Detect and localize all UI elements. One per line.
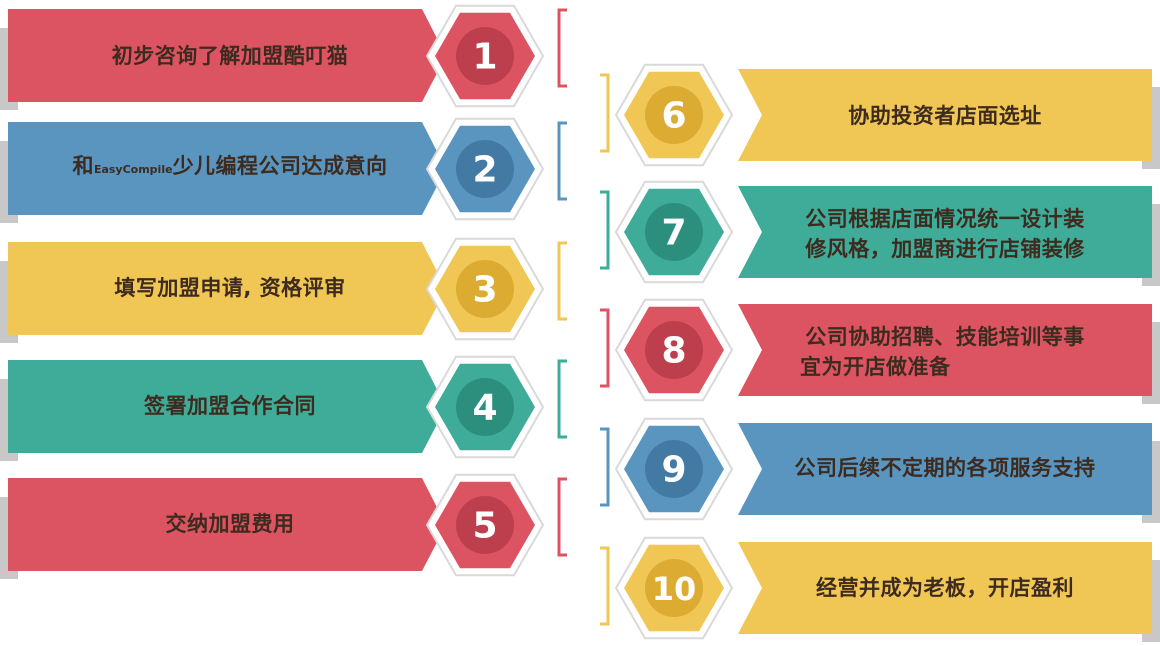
step-4-bracket xyxy=(557,359,567,439)
step-4-ribbon xyxy=(8,360,446,453)
step-9-label: 公司后续不定期的各项服务支持 xyxy=(745,446,1145,490)
step-7-text-line1: 公司根据店面情况统一设计装 xyxy=(805,207,1085,231)
step-7-label: 公司根据店面情况统一设计装 修风格，加盟商进行店铺装修 xyxy=(745,200,1145,268)
step-6-label: 协助投资者店面选址 xyxy=(745,94,1145,138)
step-9-badge xyxy=(645,440,703,498)
step-2-bracket xyxy=(557,121,567,201)
step-1-number: 1 xyxy=(472,37,497,78)
step-10-text: 经营并成为老板，开店盈利 xyxy=(816,576,1074,600)
step-10-bracket xyxy=(600,546,610,626)
step-5-label: 交纳加盟费用 xyxy=(10,502,450,546)
step-9-text: 公司后续不定期的各项服务支持 xyxy=(794,456,1096,480)
step-3-badge xyxy=(456,260,514,318)
step-6-text: 协助投资者店面选址 xyxy=(848,104,1042,128)
step-3-bracket xyxy=(557,241,567,321)
step-7-text-line2: 修风格，加盟商进行店铺装修 xyxy=(805,237,1085,261)
step-9-ribbon xyxy=(738,423,1152,515)
step-6-ribbon xyxy=(738,69,1152,161)
step-9-bracket xyxy=(600,427,610,507)
step-1-label: 初步咨询了解加盟酷叮猫 xyxy=(10,34,450,78)
step-3-label: 填写加盟申请, 资格评审 xyxy=(10,266,450,310)
step-1-ribbon xyxy=(8,9,446,102)
step-8-number: 8 xyxy=(661,331,686,372)
step-8-text-line1: 公司协助招聘、技能培训等事 xyxy=(805,325,1085,349)
step-4-number: 4 xyxy=(472,388,497,429)
step-10-label: 经营并成为老板，开店盈利 xyxy=(745,566,1145,610)
step-6-number: 6 xyxy=(661,96,686,137)
step-1-badge xyxy=(456,27,514,85)
step-5-ribbon xyxy=(8,478,446,571)
step-6-badge xyxy=(645,86,703,144)
step-3-number: 3 xyxy=(472,270,497,311)
step-8-ribbon xyxy=(738,304,1152,396)
step-5-text: 交纳加盟费用 xyxy=(165,512,295,536)
step-2-number: 2 xyxy=(472,150,497,191)
step-2-label: 和EasyCompile少儿编程公司达成意向 xyxy=(10,146,450,190)
step-4-text: 签署加盟合作合同 xyxy=(144,394,316,418)
step-8-bracket xyxy=(600,308,610,388)
step-3-ribbon xyxy=(8,242,446,335)
step-9-number: 9 xyxy=(661,450,686,491)
brand-name: EasyCompile xyxy=(93,163,173,176)
step-5-badge xyxy=(456,496,514,554)
step-3-text: 填写加盟申请, 资格评审 xyxy=(114,276,346,300)
step-8-label: 公司协助招聘、技能培训等事 宜为开店做准备 xyxy=(745,318,1145,386)
step-2-ribbon xyxy=(8,122,446,215)
step-1-text: 初步咨询了解加盟酷叮猫 xyxy=(111,44,349,68)
step-1-bracket xyxy=(557,8,567,88)
step-10-ribbon xyxy=(738,542,1152,634)
step-2-badge xyxy=(456,140,514,198)
step-7-bracket xyxy=(600,190,610,270)
step-8-text-line2: 宜为开店做准备 xyxy=(800,355,951,379)
step-2-text: 和EasyCompile少儿编程公司达成意向 xyxy=(72,154,388,178)
step-5-bracket xyxy=(557,477,567,557)
step-10-badge xyxy=(645,559,703,617)
step-7-ribbon xyxy=(738,186,1152,278)
step-7-number: 7 xyxy=(661,213,686,254)
step-5-number: 5 xyxy=(472,506,497,547)
step-4-badge xyxy=(456,378,514,436)
step-6-bracket xyxy=(600,73,610,153)
step-10-number: 10 xyxy=(652,570,697,608)
step-8-badge xyxy=(645,321,703,379)
step-4-label: 签署加盟合作合同 xyxy=(10,384,450,428)
step-7-badge xyxy=(645,203,703,261)
